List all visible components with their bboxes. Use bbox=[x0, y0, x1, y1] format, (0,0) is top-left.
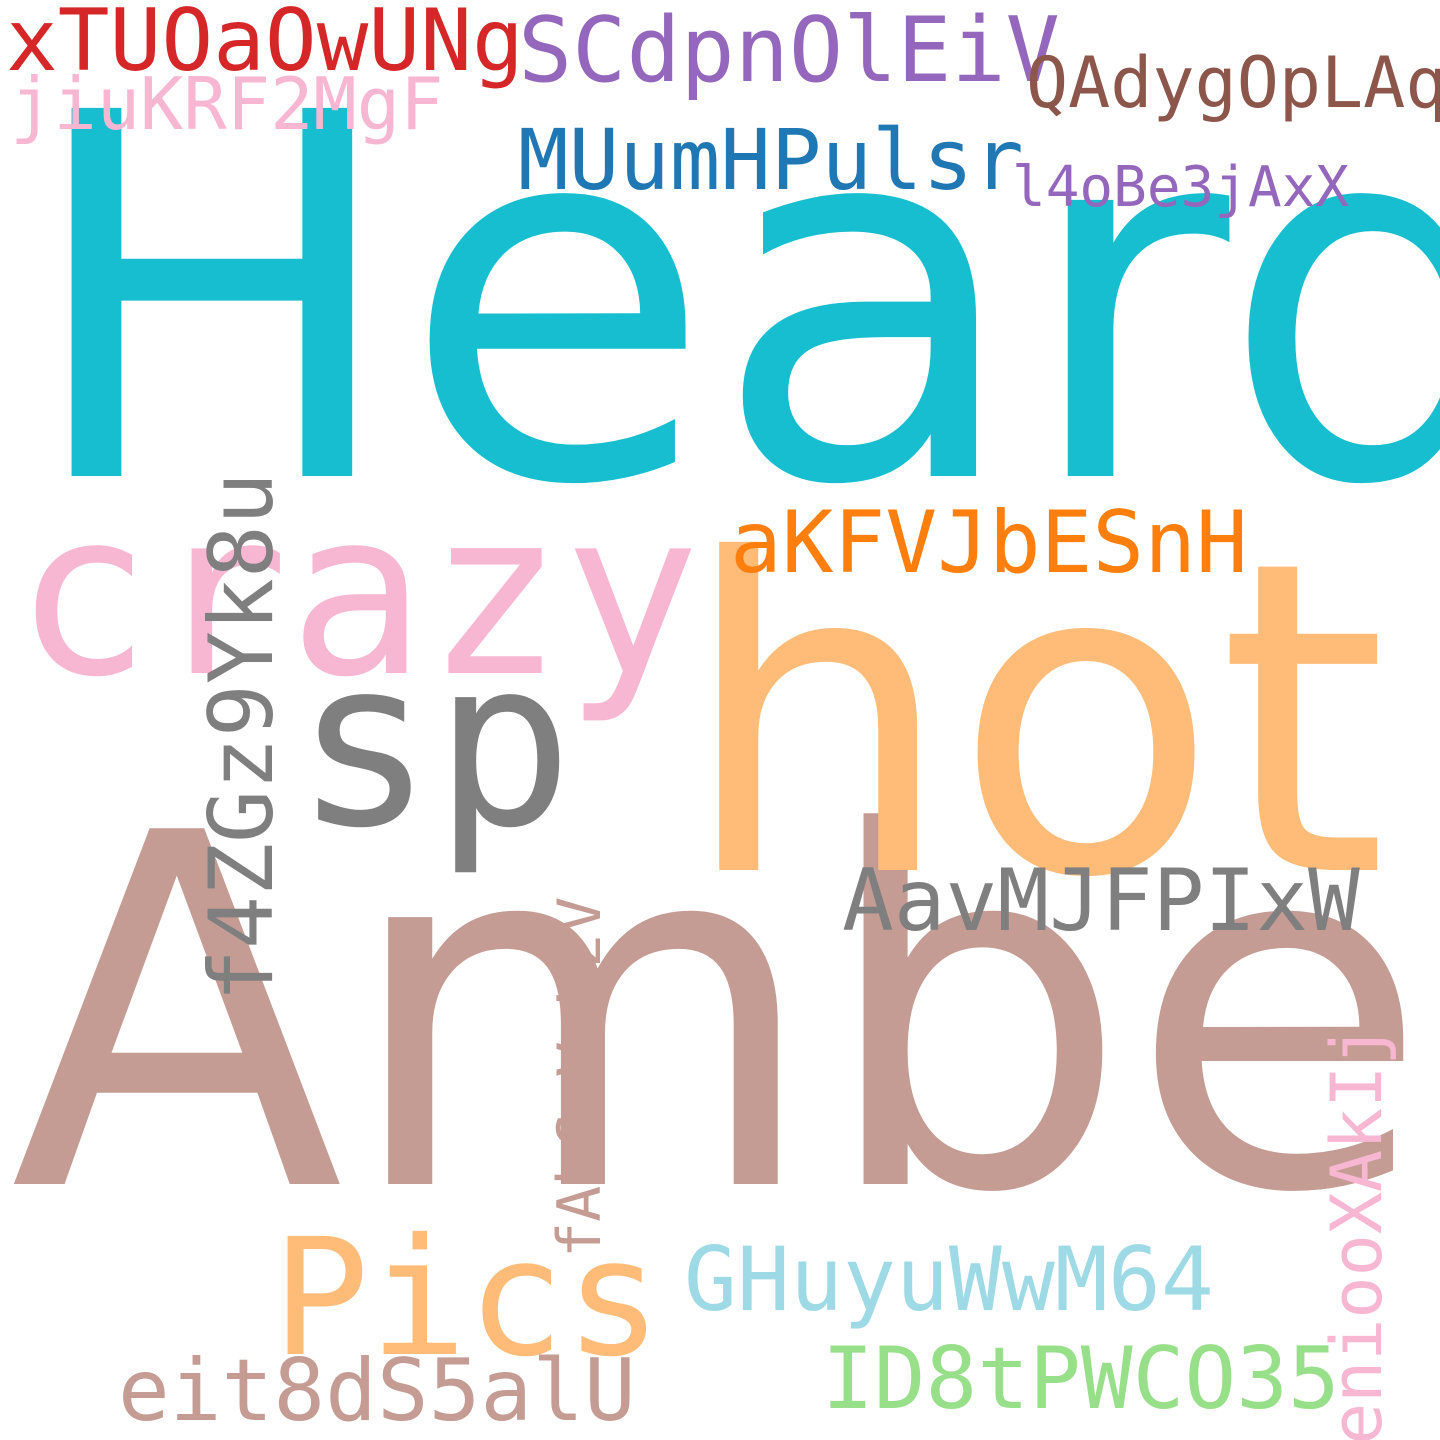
word-jiukrf2mgf: jiuKRF2MgF bbox=[10, 62, 444, 146]
word-fabcvvzkzv: fAbCvVzKzV bbox=[545, 896, 615, 1258]
word-sp: sp bbox=[294, 609, 574, 879]
word-eit8ds5alu: eit8dS5alU bbox=[118, 1341, 636, 1440]
word-qadygoplaq: QAdygOpLAq bbox=[1026, 42, 1440, 124]
word-avmjfpixw: AavMJFPIxW bbox=[842, 851, 1360, 951]
word-scdpnoleiv: SCdpnOlEiV bbox=[518, 0, 1060, 103]
word-crazy: crazy bbox=[14, 461, 701, 727]
word-hot: hot bbox=[680, 469, 1388, 972]
word-muumhpulsr: MUumHPulsr bbox=[518, 111, 1024, 209]
word-heard: Heard bbox=[22, 8, 1440, 596]
word-pics: Pics bbox=[272, 1205, 663, 1393]
word-f4zgz9yk8u: f4ZGz9Yk8u bbox=[190, 472, 293, 1002]
word-ghuyuwwm64: GHuyuWwM64 bbox=[684, 1228, 1214, 1331]
word-amber: Amber bbox=[10, 732, 1440, 1300]
word-id8tpwco35: ID8tPWCO35 bbox=[822, 1329, 1340, 1429]
word-xtuoaowung: xTUOaOwUNg bbox=[6, 0, 524, 91]
word-l4obe3jaxx: l4oBe3jAxX bbox=[1012, 155, 1350, 220]
word-akfvjbesnh: aKFVJbESnH bbox=[730, 493, 1248, 593]
